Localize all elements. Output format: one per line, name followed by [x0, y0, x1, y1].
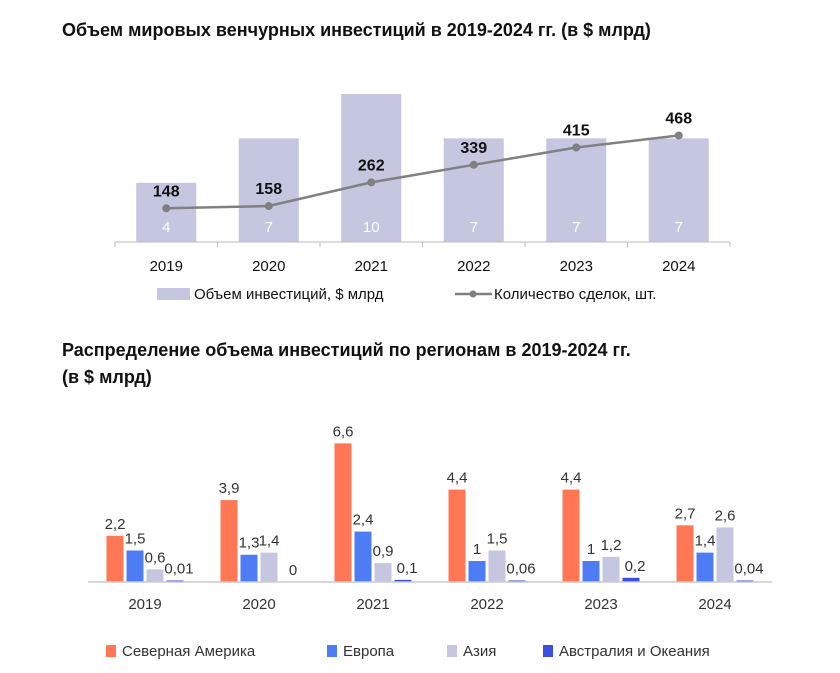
bar-north-america	[220, 500, 238, 582]
line-label: 415	[563, 123, 590, 140]
chart2-title-line2: (в $ млрд)	[62, 367, 152, 387]
bar-north-america	[562, 489, 580, 582]
legend-swatch	[327, 645, 337, 657]
bar-label: 0,06	[506, 561, 535, 578]
line-point	[572, 143, 581, 152]
x-tick-label: 2021	[356, 596, 389, 613]
line-point	[674, 131, 683, 140]
bar-label: 0	[289, 562, 297, 579]
bar-investment	[341, 94, 402, 242]
bar-europe	[354, 531, 372, 582]
bar-asia	[374, 563, 392, 582]
bar-label: 3,9	[219, 480, 240, 497]
bar-asia	[716, 527, 734, 582]
line-label: 339	[460, 140, 487, 157]
bar-europe	[468, 561, 486, 582]
legend-swatch	[106, 645, 116, 657]
line-point	[264, 202, 273, 211]
legend-swatch	[447, 645, 457, 657]
bar-europe	[582, 561, 600, 582]
line-deals	[166, 134, 679, 210]
bar-label: 2,2	[105, 516, 126, 533]
bar-investment	[546, 138, 607, 242]
legend-label: Северная Америка	[122, 643, 256, 660]
legend-marker-deals	[469, 290, 477, 298]
bar-label: 0,6	[145, 549, 166, 566]
bar-asia	[602, 556, 620, 582]
bar-label: 1,4	[259, 533, 280, 550]
line-point	[367, 178, 376, 187]
x-tick-label: 2022	[470, 596, 503, 613]
bar-asia	[260, 552, 278, 582]
bar-label: 0,9	[373, 543, 394, 560]
line-label: 468	[665, 110, 692, 127]
line-label: 158	[255, 181, 282, 198]
bar-label: 1	[473, 541, 481, 558]
bar-label: 0,04	[734, 561, 763, 578]
legend-label: Азия	[463, 643, 496, 660]
bar-investment	[238, 138, 299, 242]
bar-investment	[443, 138, 504, 242]
x-tick-label: 2020	[252, 258, 285, 275]
bar-label: 4	[162, 219, 170, 236]
bar-label: 7	[675, 219, 683, 236]
bar-label: 0,1	[397, 560, 418, 577]
bar-asia	[146, 569, 164, 582]
x-tick-label: 2020	[242, 596, 275, 613]
bar-label: 2,7	[675, 505, 696, 522]
bar-label: 0,01	[164, 561, 193, 578]
legend-label: Австралия и Океания	[559, 643, 710, 660]
bar-label: 1,5	[125, 531, 146, 548]
bar-europe	[126, 550, 144, 582]
bar-label: 7	[470, 219, 478, 236]
x-tick-label: 2023	[560, 258, 593, 275]
bar-europe	[240, 554, 258, 582]
line-label: 148	[153, 183, 180, 200]
x-tick-label: 2023	[584, 596, 617, 613]
bar-label: 4,4	[561, 470, 582, 487]
x-tick-label: 2022	[457, 258, 490, 275]
bar-north-america	[334, 443, 352, 582]
bar-label: 0,2	[625, 558, 646, 575]
bar-europe	[696, 552, 714, 582]
legend-label-investment: Объем инвестиций, $ млрд	[194, 286, 384, 303]
legend-swatch-investment	[157, 288, 190, 300]
legend-label-deals: Количество сделок, шт.	[494, 286, 656, 303]
chart1-title: Объем мировых венчурных инвестиций в 201…	[62, 20, 651, 40]
bar-north-america	[676, 525, 694, 582]
bar-label: 6,6	[333, 423, 354, 440]
legend-swatch	[543, 645, 553, 657]
bar-label: 1,2	[601, 537, 622, 554]
x-tick-label: 2019	[128, 596, 161, 613]
legend-label: Европа	[343, 643, 395, 660]
bar-label: 1,4	[695, 533, 716, 550]
bar-investment	[136, 182, 197, 242]
bar-asia	[488, 550, 506, 582]
bar-north-america	[106, 535, 124, 582]
bar-australia	[394, 579, 412, 582]
bar-label: 2,4	[353, 512, 374, 529]
line-point	[162, 204, 171, 213]
bar-north-america	[448, 489, 466, 582]
bar-label: 4,4	[447, 470, 468, 487]
bar-label: 1,5	[487, 531, 508, 548]
line-label: 262	[358, 157, 385, 174]
bar-label: 10	[363, 219, 380, 236]
x-tick-label: 2024	[698, 596, 731, 613]
x-tick-label: 2024	[662, 258, 695, 275]
chart2-title: Распределение объема инвестиций по регио…	[62, 337, 631, 391]
bar-investment	[648, 138, 709, 242]
line-point	[469, 160, 478, 169]
bar-australia	[622, 577, 640, 582]
x-tick-label: 2019	[150, 258, 183, 275]
x-tick-label: 2021	[355, 258, 388, 275]
bar-label: 1,3	[239, 535, 260, 552]
bar-label: 1	[587, 541, 595, 558]
bar-label: 2,6	[715, 507, 736, 524]
chart2-title-line1: Распределение объема инвестиций по регио…	[62, 340, 631, 360]
bar-label: 7	[265, 219, 273, 236]
bar-label: 7	[572, 219, 580, 236]
